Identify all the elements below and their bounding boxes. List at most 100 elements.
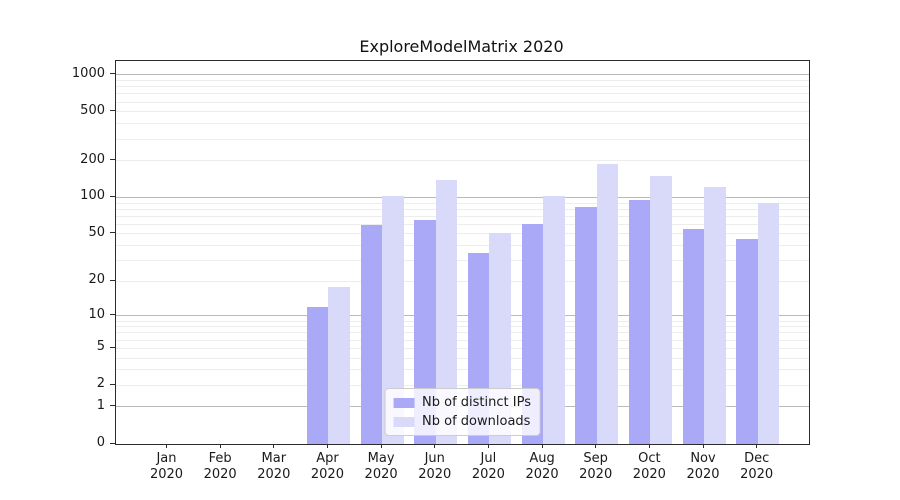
x-tick-month: Apr: [316, 451, 339, 466]
y-tick-label-5: 5: [96, 339, 105, 355]
legend-label-distinct-ips: Nb of distinct IPs: [422, 395, 531, 410]
gridline-y-5: [116, 347, 809, 349]
gridline-y-20: [116, 280, 809, 282]
x-tick-month: Feb: [208, 451, 232, 466]
x-tick-month: Jul: [480, 451, 497, 466]
bar-distinct-ips-apr: [306, 307, 329, 444]
y-tick-mark-100: [110, 195, 115, 197]
bar-downloads-jun: [435, 179, 458, 444]
y-tick-label-50: 50: [88, 224, 105, 240]
gridline-y-40: [116, 245, 809, 247]
x-tick-month: Oct: [638, 451, 661, 466]
gridline-y-50: [116, 233, 809, 235]
x-tick-label-aug: Aug 2020: [507, 451, 577, 483]
bar-downloads-apr: [328, 286, 350, 444]
x-tick-label-nov: Nov 2020: [668, 451, 738, 483]
x-tick-mark-jun: [434, 444, 436, 448]
y-tick-label-100: 100: [80, 188, 105, 204]
x-tick-label-may: May 2020: [346, 451, 416, 483]
x-tick-mark-feb: [219, 444, 221, 448]
y-tick-label-0: 0: [96, 435, 105, 450]
chart-title: ExploreModelMatrix 2020: [359, 37, 564, 56]
gridline-y-1000: [116, 74, 809, 76]
x-tick-mark-jul: [487, 444, 489, 448]
x-tick-month: Mar: [261, 451, 287, 466]
x-tick-year: 2020: [203, 467, 237, 482]
x-tick-month: Dec: [744, 451, 770, 466]
gridline-y-70: [116, 215, 809, 217]
gridline-y-30: [116, 260, 809, 262]
gridline-y-300: [116, 138, 809, 140]
x-tick-mark-dec: [756, 444, 758, 448]
x-tick-month: Nov: [690, 451, 716, 466]
x-tick-label-dec: Dec 2020: [722, 451, 792, 483]
y-tick-mark-50: [110, 232, 115, 234]
gridline-y-9: [116, 320, 809, 322]
y-tick-label-1000: 1000: [71, 65, 105, 81]
x-tick-year: 2020: [740, 467, 774, 482]
gridline-y-4: [116, 357, 809, 359]
x-tick-month: Jan: [156, 451, 177, 466]
gridlines-layer: [116, 61, 809, 444]
x-tick-month: May: [367, 451, 395, 466]
bar-downloads-nov: [704, 186, 726, 444]
gridline-y-900: [116, 80, 809, 82]
gridline-y-3: [116, 369, 809, 371]
bar-downloads-may: [382, 195, 404, 444]
gridline-y-600: [116, 101, 809, 103]
y-tick-label-2: 2: [96, 376, 105, 392]
x-tick-mark-oct: [648, 444, 650, 448]
y-tick-mark-0: [110, 442, 115, 444]
x-tick-year: 2020: [471, 467, 505, 482]
x-tick-year: 2020: [632, 467, 666, 482]
x-tick-mark-mar: [273, 444, 275, 448]
x-tick-label-feb: Feb 2020: [185, 451, 255, 483]
x-tick-mark-aug: [541, 444, 543, 448]
bar-distinct-ips-dec: [736, 239, 758, 444]
y-tick-mark-1: [110, 405, 115, 407]
y-tick-label-10: 10: [88, 306, 105, 322]
gridline-y-100: [116, 196, 809, 198]
gridline-y-60: [116, 223, 809, 225]
x-tick-month: Sep: [583, 451, 608, 466]
y-tick-mark-2: [110, 383, 115, 385]
gridline-y-700: [116, 93, 809, 95]
legend-item-downloads: Nb of downloads: [393, 414, 531, 429]
bars-layer: [116, 61, 809, 444]
y-tick-label-200: 200: [80, 151, 105, 167]
y-tick-mark-20: [110, 279, 115, 281]
bar-distinct-ips-may: [360, 225, 383, 444]
gridline-y-400: [116, 123, 809, 125]
x-tick-year: 2020: [525, 467, 559, 482]
bar-downloads-aug: [543, 196, 565, 444]
legend: Nb of distinct IPs Nb of downloads: [384, 388, 541, 436]
x-tick-year: 2020: [418, 467, 452, 482]
gridline-y-800: [116, 86, 809, 88]
gridline-y-80: [116, 208, 809, 210]
x-tick-year: 2020: [686, 467, 720, 482]
y-tick-label-20: 20: [88, 272, 105, 288]
gridline-y-200: [116, 160, 809, 162]
y-tick-mark-500: [110, 110, 115, 112]
bar-distinct-ips-oct: [628, 200, 651, 444]
bar-distinct-ips-nov: [682, 228, 704, 444]
legend-swatch-distinct-ips-icon: [393, 397, 415, 408]
gridline-y-7: [116, 332, 809, 334]
gridline-y-6: [116, 339, 809, 341]
x-tick-label-oct: Oct 2020: [614, 451, 684, 483]
x-tick-mark-sep: [595, 444, 597, 448]
x-tick-mark-apr: [326, 444, 328, 448]
x-tick-label-sep: Sep 2020: [561, 451, 631, 483]
y-tick-label-1: 1: [96, 397, 105, 413]
x-tick-year: 2020: [579, 467, 613, 482]
x-tick-label-jun: Jun 2020: [400, 451, 470, 483]
x-tick-label-jul: Jul 2020: [453, 451, 523, 483]
plot-area: Nb of distinct IPs Nb of downloads: [115, 60, 810, 445]
x-tick-month: Aug: [529, 451, 555, 466]
gridline-y-8: [116, 326, 809, 328]
x-tick-month: Jun: [424, 451, 445, 466]
x-tick-label-mar: Mar 2020: [239, 451, 309, 483]
bar-downloads-sep: [596, 164, 619, 444]
bar-downloads-oct: [650, 176, 672, 444]
